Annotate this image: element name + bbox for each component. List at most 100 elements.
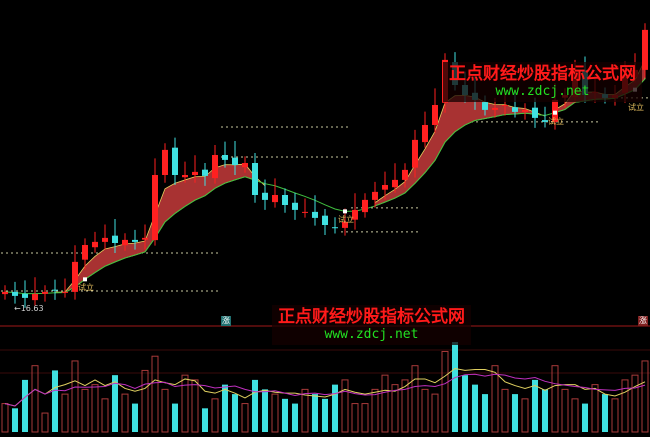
candle-body	[112, 235, 118, 243]
volume-bar	[452, 342, 458, 432]
candle-body	[192, 171, 198, 175]
volume-bar	[491, 365, 499, 433]
candle-body	[2, 291, 8, 295]
volume-bar	[61, 393, 69, 433]
signal-label: 试立	[628, 103, 644, 112]
candle-body	[162, 149, 168, 175]
volume-bar	[161, 388, 169, 433]
volume-marker: 涨	[638, 316, 648, 326]
volume-bar	[512, 394, 518, 432]
candle-body	[502, 105, 508, 106]
volume-bar	[141, 369, 149, 433]
volume-bar	[441, 350, 449, 433]
volume-bar	[611, 398, 619, 433]
volume-bar	[71, 360, 79, 433]
volume-bar	[641, 360, 649, 433]
volume-bar	[22, 379, 28, 432]
candle-body	[222, 155, 228, 160]
volume-bar	[292, 403, 298, 432]
trend-ribbon	[54, 163, 266, 294]
watermark-url: www.zdcj.net	[324, 327, 419, 342]
volume-bar	[262, 389, 268, 432]
volume-bar	[371, 388, 379, 433]
volume-bar	[252, 379, 258, 432]
candle-body	[242, 163, 248, 168]
volume-bar	[241, 403, 249, 433]
signal-dot	[343, 209, 347, 214]
volume-bar	[381, 374, 389, 433]
candle-body	[302, 211, 308, 213]
volume-bar	[101, 398, 109, 433]
candle-body	[372, 191, 378, 200]
volume-bar	[582, 403, 588, 432]
candle-body	[22, 293, 28, 298]
volume-bar	[12, 408, 18, 432]
watermark-top: 正点财经炒股指标公式网 www.zdcj.net	[443, 62, 642, 102]
candle-body	[142, 237, 148, 240]
candle-body	[82, 245, 88, 260]
candle-body	[512, 107, 518, 112]
low-price-label: ←16.63	[14, 304, 44, 313]
signal-label: 试立	[338, 215, 354, 225]
volume-bar	[181, 374, 189, 433]
volume-bar	[391, 384, 399, 433]
volume-bar	[602, 394, 608, 432]
volume-bar	[132, 403, 138, 432]
volume-bar	[591, 384, 599, 433]
candle-body	[342, 221, 348, 228]
volume-bar	[332, 384, 338, 432]
candle-body	[62, 291, 68, 293]
candle-body	[412, 139, 418, 168]
volume-bar	[521, 398, 529, 433]
candle-body	[182, 175, 188, 178]
volume-bar	[542, 389, 548, 432]
volume-bar	[551, 365, 559, 433]
candle-body	[212, 155, 218, 179]
candle-body	[392, 179, 398, 188]
volume-bar	[421, 388, 429, 433]
candle-body	[272, 195, 278, 203]
volume-bar	[81, 388, 89, 433]
candle-body	[52, 289, 58, 291]
signal-dot	[83, 277, 87, 282]
candle-body	[312, 211, 318, 218]
volume-bar	[282, 398, 288, 432]
candle-body	[332, 227, 338, 229]
candle-body	[352, 209, 358, 220]
candle-body	[232, 157, 238, 165]
volume-bar	[191, 379, 199, 433]
candle-body	[282, 195, 288, 205]
candle-body	[432, 105, 438, 125]
candle-body	[252, 163, 258, 195]
volume-bar	[322, 398, 328, 432]
volume-bar	[151, 355, 159, 433]
volume-bar	[431, 393, 439, 433]
volume-bar	[501, 388, 509, 433]
candle-body	[362, 199, 368, 213]
volume-bar	[112, 375, 118, 432]
volume-bar	[31, 365, 39, 433]
candle-body	[262, 192, 268, 200]
volume-bar	[202, 408, 208, 432]
watermark-title: 正点财经炒股指标公式网	[278, 307, 465, 327]
volume-bar	[571, 398, 579, 433]
candle-body	[122, 239, 128, 246]
candle-body	[542, 120, 548, 122]
volume-bar	[462, 375, 468, 432]
candle-body	[382, 185, 388, 190]
volume-bar	[91, 384, 99, 433]
volume-bar	[351, 403, 359, 433]
signal-label: 试立	[548, 116, 564, 126]
volume-bar	[222, 384, 228, 432]
candle-body	[132, 239, 138, 242]
candle-body	[32, 293, 38, 301]
candle-body	[292, 202, 298, 210]
trend-ribbon	[374, 94, 546, 207]
volume-ma-slow	[4, 373, 646, 407]
volume-bar	[631, 374, 639, 433]
volume-bar	[361, 403, 369, 433]
volume-bar	[621, 379, 629, 433]
candle-body	[532, 107, 538, 118]
